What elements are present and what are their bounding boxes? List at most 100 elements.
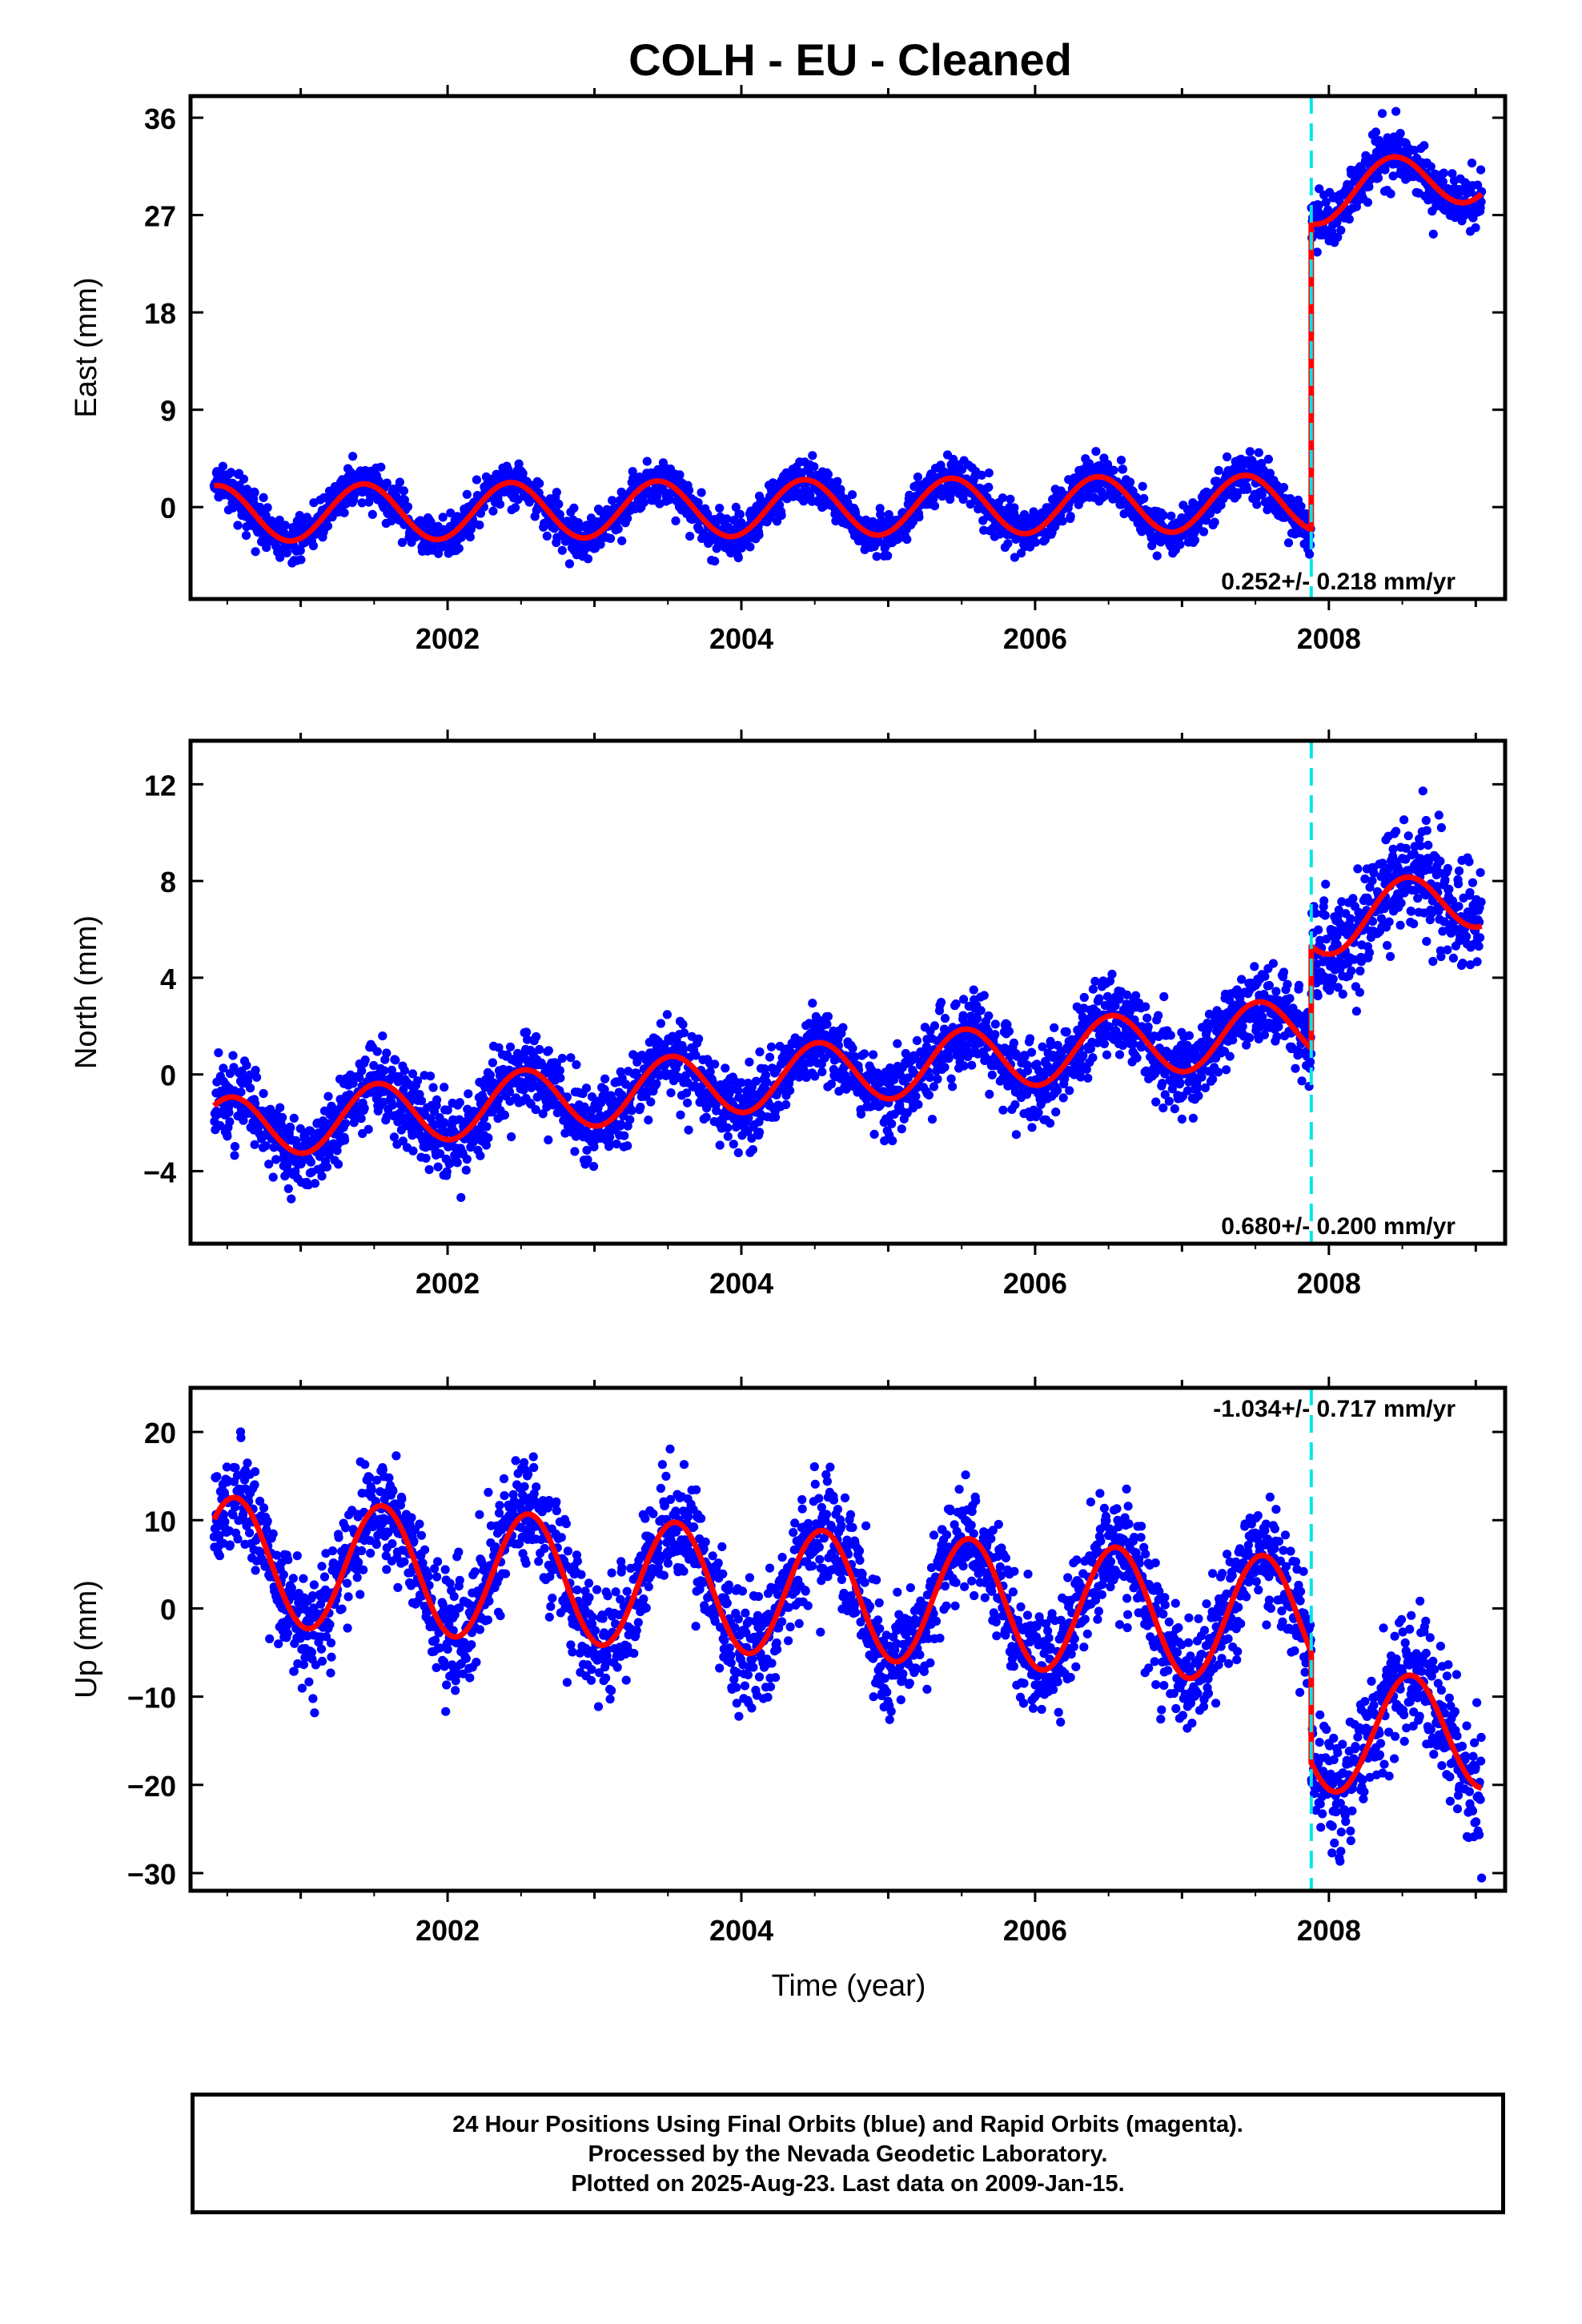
data-point <box>685 485 694 495</box>
data-point <box>1126 477 1135 487</box>
data-point <box>1051 1108 1061 1117</box>
data-point <box>1315 184 1324 194</box>
data-point <box>636 1102 645 1112</box>
data-point <box>1314 200 1323 210</box>
data-point <box>308 541 318 551</box>
data-point <box>990 1030 1000 1039</box>
y-tick-label: 18 <box>144 297 176 330</box>
data-point <box>251 1065 260 1076</box>
data-point <box>369 1060 379 1071</box>
data-point <box>1283 538 1294 548</box>
data-point <box>440 1118 449 1128</box>
data-point <box>268 1172 278 1182</box>
data-point <box>334 1160 343 1169</box>
data-point <box>641 1090 651 1100</box>
data-point <box>250 488 259 497</box>
data-point <box>1010 1100 1020 1109</box>
data-point <box>761 1077 772 1087</box>
data-point <box>721 1063 730 1073</box>
data-point <box>1175 540 1185 549</box>
data-point <box>397 537 407 548</box>
data-point <box>984 482 994 493</box>
data-point <box>710 557 720 566</box>
data-point <box>748 1144 758 1155</box>
data-point <box>542 531 552 541</box>
data-point <box>927 1115 938 1124</box>
data-point <box>1137 1043 1146 1052</box>
data-point <box>1170 1104 1179 1114</box>
data-point <box>1364 182 1374 191</box>
data-point <box>944 1054 954 1063</box>
data-point <box>482 1122 492 1132</box>
y-axis-label: East (mm) <box>70 277 103 417</box>
data-point <box>1116 456 1126 465</box>
y-tick-label: 0 <box>160 492 176 525</box>
data-point <box>973 1014 982 1023</box>
data-point <box>1175 1078 1185 1088</box>
data-point <box>987 1070 997 1080</box>
data-point <box>1143 1022 1153 1031</box>
data-point <box>1109 465 1118 475</box>
data-point <box>697 488 706 497</box>
data-point <box>507 1132 516 1142</box>
data-point <box>219 1063 228 1073</box>
data-point <box>826 1080 836 1089</box>
data-point <box>291 1167 300 1176</box>
data-point <box>271 1155 281 1164</box>
data-point <box>438 513 448 522</box>
data-point <box>296 555 306 565</box>
data-point <box>729 516 739 525</box>
data-point <box>966 500 975 509</box>
data-point <box>1083 1073 1093 1083</box>
data-point <box>666 1088 676 1098</box>
data-point <box>951 999 961 1009</box>
data-point <box>1138 481 1147 491</box>
data-point <box>1139 493 1149 504</box>
data-point <box>808 451 817 460</box>
data-point <box>528 1074 538 1084</box>
data-point <box>600 1084 609 1095</box>
y-tick-label: 27 <box>144 200 176 233</box>
data-point <box>389 1132 399 1142</box>
data-point <box>1100 491 1110 501</box>
data-point <box>456 1192 466 1202</box>
data-point <box>1214 465 1223 476</box>
data-point <box>785 1086 795 1096</box>
data-point <box>1252 500 1262 509</box>
data-point <box>214 1048 223 1058</box>
data-point <box>1419 141 1429 151</box>
data-point <box>745 1057 754 1067</box>
data-point <box>1223 452 1232 462</box>
data-point <box>1088 984 1098 994</box>
data-point <box>468 1138 478 1148</box>
data-point <box>723 1132 733 1141</box>
data-point <box>729 1140 738 1149</box>
data-point <box>929 1082 939 1092</box>
data-point <box>765 1052 775 1062</box>
data-point <box>446 509 456 518</box>
data-point <box>505 1042 516 1051</box>
data-point <box>1428 229 1438 239</box>
data-point <box>1201 516 1211 525</box>
data-point <box>317 1172 327 1181</box>
data-point <box>462 489 472 500</box>
data-point <box>403 502 413 512</box>
data-point <box>485 1070 496 1080</box>
data-point <box>1371 127 1381 137</box>
data-point <box>930 1021 940 1031</box>
data-points <box>210 786 1486 1204</box>
data-point <box>223 1132 232 1141</box>
data-point <box>1010 503 1019 513</box>
data-point <box>412 1076 423 1086</box>
data-point <box>1188 1113 1198 1123</box>
data-point <box>416 1096 427 1106</box>
data-points <box>209 107 1487 569</box>
data-point <box>715 504 725 513</box>
data-point <box>998 1105 1008 1115</box>
data-point <box>678 1019 688 1029</box>
data-point <box>747 1133 757 1143</box>
data-point <box>869 1129 879 1139</box>
data-point <box>236 1088 246 1097</box>
data-point <box>1305 549 1315 559</box>
